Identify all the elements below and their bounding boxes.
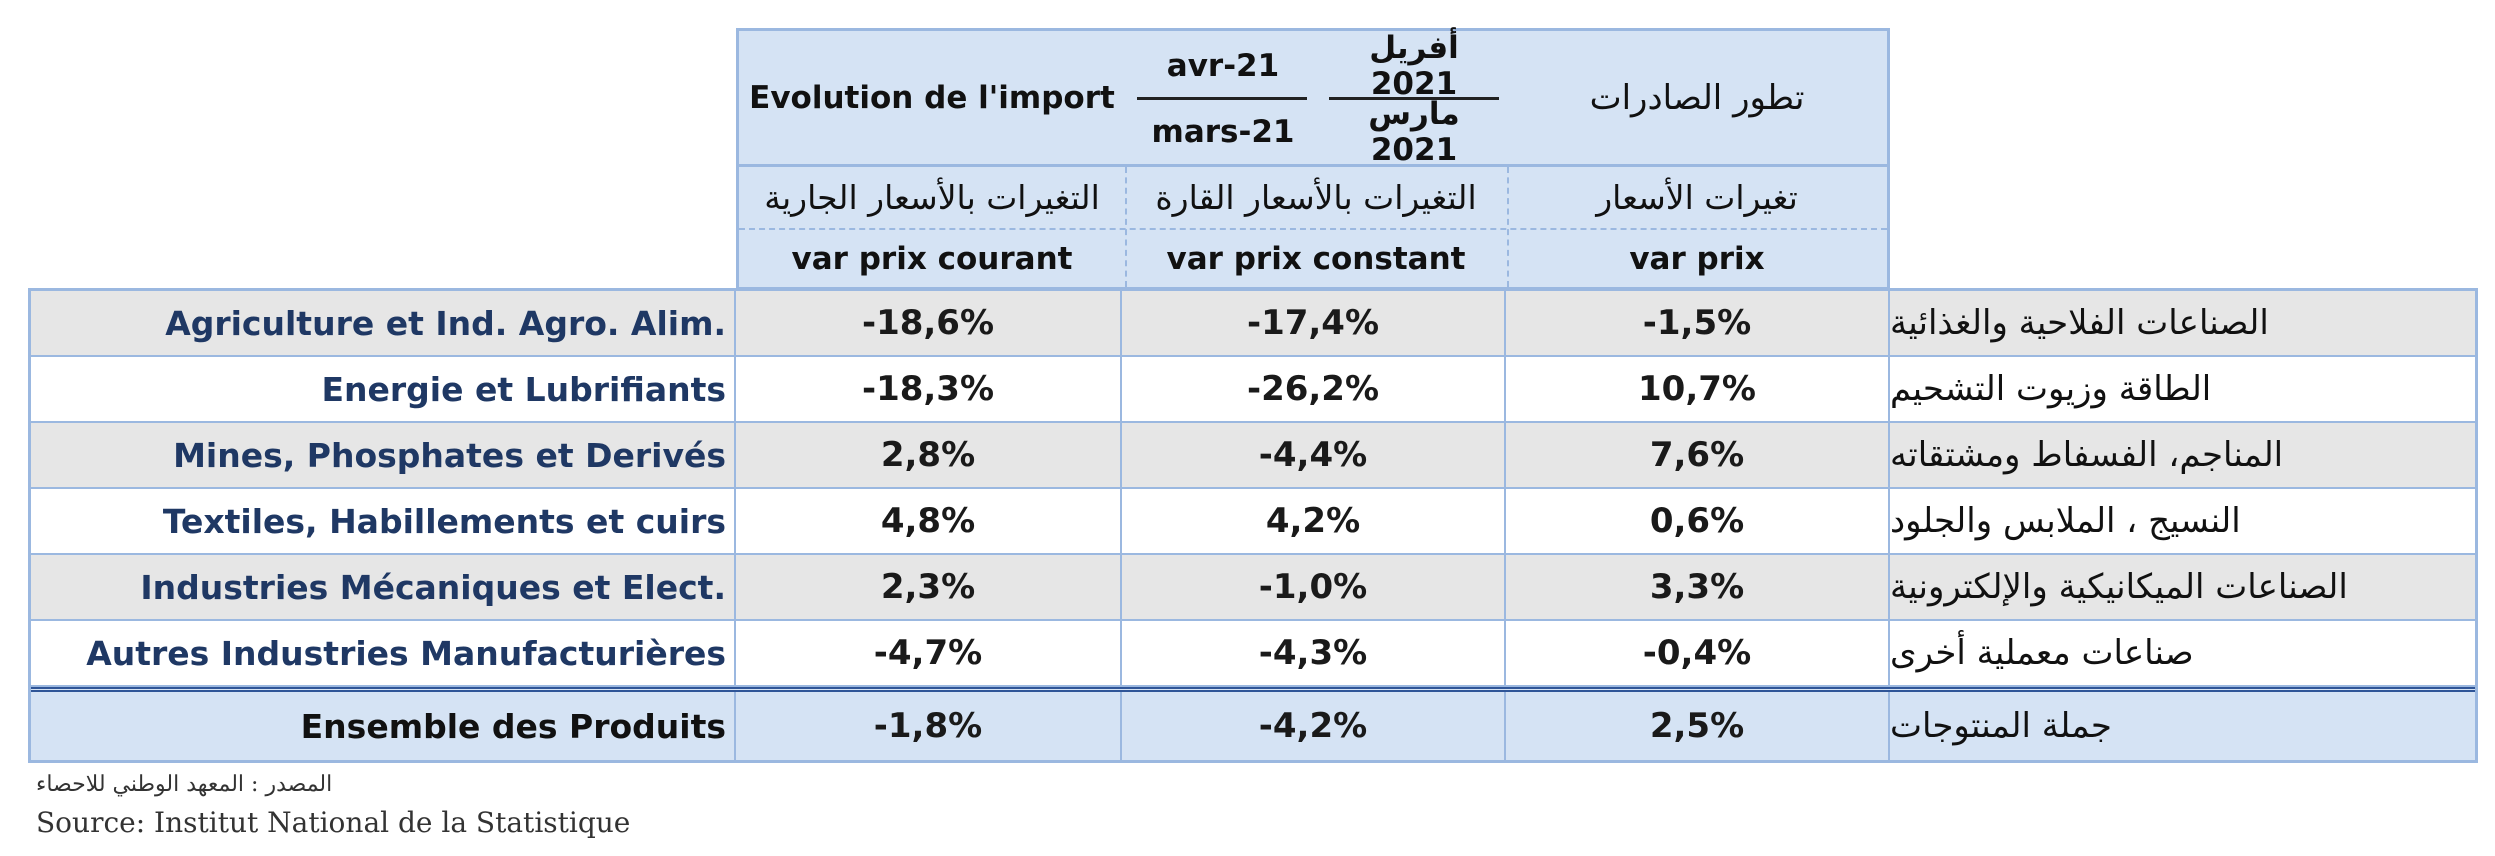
header-dash-col1 [1125,167,1127,287]
date-ar-previous: مارس 2021 [1368,96,1460,168]
value-constant-prices: -17,4% [1122,291,1506,355]
table-row: Energie et Lubrifiants -18,3% -26,2% 10,… [31,357,2475,423]
source-note-ar: المصدر : المعهد الوطني للاحصاء [36,772,333,797]
row-label-ar: الطاقة وزيوت التشحيم [1890,369,2212,409]
date-ar-divider [1329,97,1499,100]
col-current-prices-fr: var prix courant [791,240,1073,277]
row-label-ar: النسيج ، الملابس والجلود [1890,501,2241,541]
data-table: Agriculture et Ind. Agro. Alim. -18,6% -… [28,288,2478,763]
col-constant-prices-ar: التغيرات بالأسعار القارة [1155,178,1477,217]
value-constant-prices: -4,3% [1122,621,1506,685]
export-title: تطور الصادرات [1589,77,1805,118]
value-current-prices: -18,6% [736,291,1122,355]
total-row: Ensemble des Produits -1,8% -4,2% 2,5% ج… [31,687,2475,760]
value-current-prices: 2,8% [736,423,1122,487]
row-label-fr: Energie et Lubrifiants [31,357,736,421]
value-constant-prices: -26,2% [1122,357,1506,421]
value-constant-prices: 4,2% [1122,489,1506,553]
value-price-change: 10,7% [1506,357,1890,421]
row-label-ar: المناجم، الفسفاط ومشتقاته [1890,435,2284,475]
table-header: Evolution de l'import avr-21 mars-21 أفر… [736,28,1890,290]
date-fr-current: avr-21 [1166,48,1280,84]
row-label-ar: صناعات معملية أخرى [1890,633,2194,673]
row-label-fr: Industries Mécaniques et Elect. [31,555,736,619]
total-constant-prices: -4,2% [1122,692,1506,760]
col-price-change-ar: تغيرات الأسعار [1596,178,1798,217]
table-row: Industries Mécaniques et Elect. 2,3% -1,… [31,555,2475,621]
date-fr-previous: mars-21 [1151,114,1295,150]
value-current-prices: 2,3% [736,555,1122,619]
row-label-fr: Mines, Phosphates et Derivés [31,423,736,487]
value-price-change: -1,5% [1506,291,1890,355]
value-current-prices: -18,3% [736,357,1122,421]
import-title: Evolution de l'import [749,79,1115,116]
row-label-fr: Agriculture et Ind. Agro. Alim. [31,291,736,355]
value-constant-prices: -1,0% [1122,555,1506,619]
row-label-fr: Autres Industries Manufacturières [31,621,736,685]
value-price-change: 3,3% [1506,555,1890,619]
value-current-prices: -4,7% [736,621,1122,685]
table-row: Textiles, Habillements et cuirs 4,8% 4,2… [31,489,2475,555]
col-price-change-fr: var prix [1629,240,1765,277]
table-row: Autres Industries Manufacturières -4,7% … [31,621,2475,687]
value-current-prices: 4,8% [736,489,1122,553]
row-label-ar: الصناعات الفلاحية والغذائية [1890,303,2269,343]
col-current-prices-ar: التغيرات بالأسعار الجارية [764,178,1100,217]
value-constant-prices: -4,4% [1122,423,1506,487]
date-fr-divider [1137,97,1307,100]
table-row: Mines, Phosphates et Derivés 2,8% -4,4% … [31,423,2475,489]
header-divider [739,164,1887,167]
total-current-prices: -1,8% [736,692,1122,760]
value-price-change: 0,6% [1506,489,1890,553]
row-label-ar: الصناعات الميكانيكية والإلكترونية [1890,567,2348,607]
date-ar-current: أفريل 2021 [1369,30,1459,102]
source-note-fr: Source: Institut National de la Statisti… [36,806,631,839]
total-label-ar: جملة المنتوجات [1890,706,2112,746]
total-price-change: 2,5% [1506,692,1890,760]
header-dash-col2 [1507,167,1509,287]
value-price-change: 7,6% [1506,423,1890,487]
table-row: Agriculture et Ind. Agro. Alim. -18,6% -… [31,291,2475,357]
total-label-fr: Ensemble des Produits [31,692,736,760]
header-dash-line [739,228,1887,230]
value-price-change: -0,4% [1506,621,1890,685]
col-constant-prices-fr: var prix constant [1166,240,1466,277]
row-label-fr: Textiles, Habillements et cuirs [31,489,736,553]
